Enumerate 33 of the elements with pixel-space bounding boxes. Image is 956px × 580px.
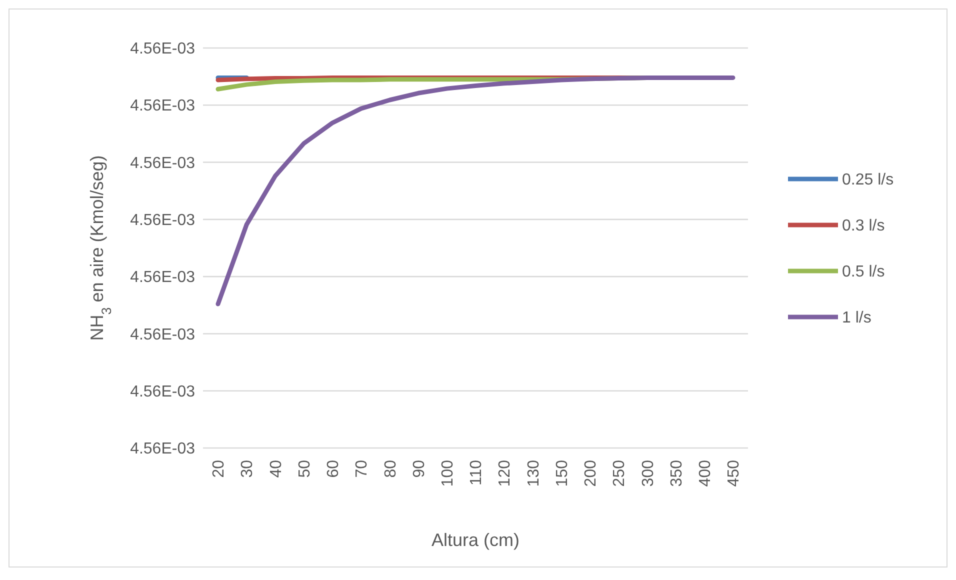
x-tick-label: 110 (468, 460, 486, 486)
x-tick-label: 100 (439, 460, 456, 487)
legend-label: 1 l/s (842, 310, 872, 327)
x-tick-label: 150 (554, 460, 571, 487)
x-tick-label: 130 (525, 460, 542, 487)
x-tick-label: 400 (696, 460, 714, 487)
x-tick-label: 80 (382, 460, 400, 478)
x-tick-label: 250 (611, 460, 628, 487)
y-tick-label: 4.56E-03 (130, 154, 196, 172)
x-tick-label: 120 (496, 460, 514, 487)
y-tick-label: 4.56E-03 (130, 440, 196, 458)
y-tick-label: 4.56E-03 (130, 98, 196, 115)
x-tick-label: 350 (668, 460, 686, 487)
y-tick-label: 4.56E-03 (130, 269, 196, 286)
y-tick-label: 4.56E-03 (130, 383, 196, 400)
x-tick-label: 450 (726, 460, 743, 487)
legend-label: 0.5 l/s (842, 264, 885, 281)
x-tick-label: 20 (210, 460, 228, 478)
x-axis-title: Altura (cm) (431, 530, 520, 550)
y-tick-label: 4.56E-03 (130, 212, 196, 230)
x-tick-label: 300 (640, 460, 657, 487)
x-tick-label: 70 (354, 460, 371, 478)
x-tick-label: 30 (239, 460, 256, 478)
x-tick-label: 40 (268, 460, 285, 478)
legend-label: 0.25 l/s (842, 172, 894, 189)
y-tick-label: 4.56E-03 (130, 326, 196, 344)
legend-label: 0.3 l/s (842, 218, 885, 235)
x-tick-label: 90 (410, 460, 428, 478)
x-tick-label: 200 (582, 460, 600, 487)
line-series (216, 75, 736, 306)
y-tick-label: 4.56E-03 (130, 40, 196, 58)
x-tick-label: 60 (325, 460, 342, 478)
x-tick-label: 50 (296, 460, 314, 478)
